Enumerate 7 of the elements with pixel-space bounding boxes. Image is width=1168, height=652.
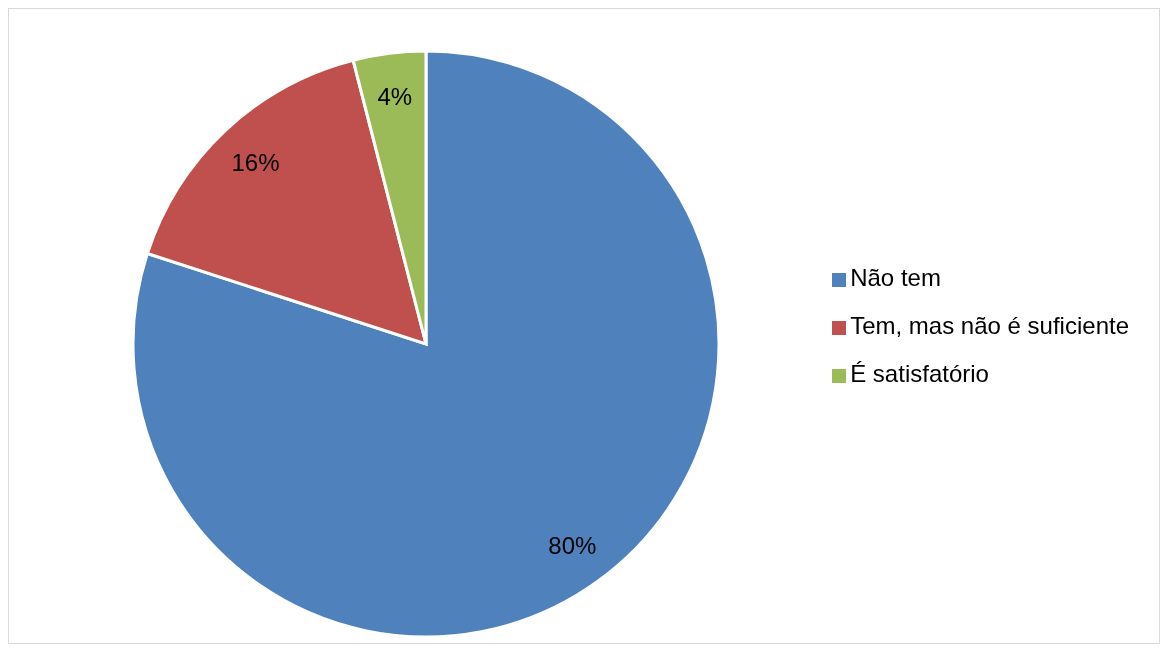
legend-label: É satisfatório — [850, 360, 989, 387]
data-label: 16% — [231, 148, 280, 176]
legend-label: Tem, mas não é suficiente — [850, 312, 1129, 339]
pie-slice — [131, 49, 721, 639]
legend-label: Não tem — [850, 264, 941, 291]
data-label: 4% — [377, 83, 413, 111]
data-label: 80% — [548, 531, 597, 559]
